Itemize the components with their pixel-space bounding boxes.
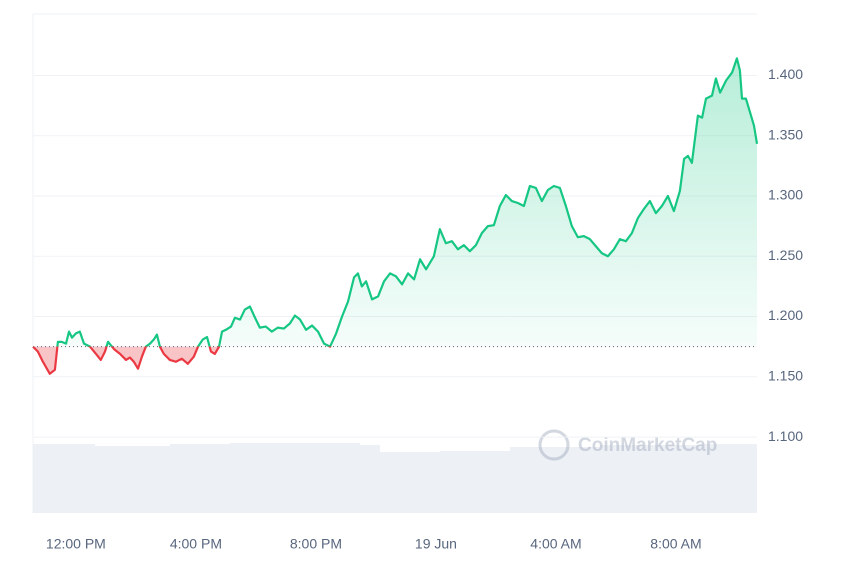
x-tick-label: 8:00 AM <box>650 536 701 552</box>
x-tick-label: 19 Jun <box>415 536 457 552</box>
price-line <box>32 57 759 375</box>
x-tick-label: 12:00 PM <box>46 536 106 552</box>
watermark: CoinMarketCap <box>538 429 717 461</box>
price-area <box>33 58 757 374</box>
x-tick-label: 4:00 AM <box>530 536 581 552</box>
y-tick-label: 1.150 <box>768 368 803 384</box>
watermark-text: CoinMarketCap <box>578 435 717 456</box>
y-tick-label: 1.100 <box>768 428 803 444</box>
x-tick-label: 8:00 PM <box>290 536 342 552</box>
y-tick-label: 1.400 <box>768 66 803 82</box>
watermark-logo <box>538 429 570 461</box>
volume-area <box>33 443 757 513</box>
y-tick-label: 1.350 <box>768 126 803 142</box>
y-tick-label: 1.300 <box>768 187 803 203</box>
x-tick-label: 4:00 PM <box>170 536 222 552</box>
y-tick-label: 1.250 <box>768 247 803 263</box>
y-tick-label: 1.200 <box>768 307 803 323</box>
